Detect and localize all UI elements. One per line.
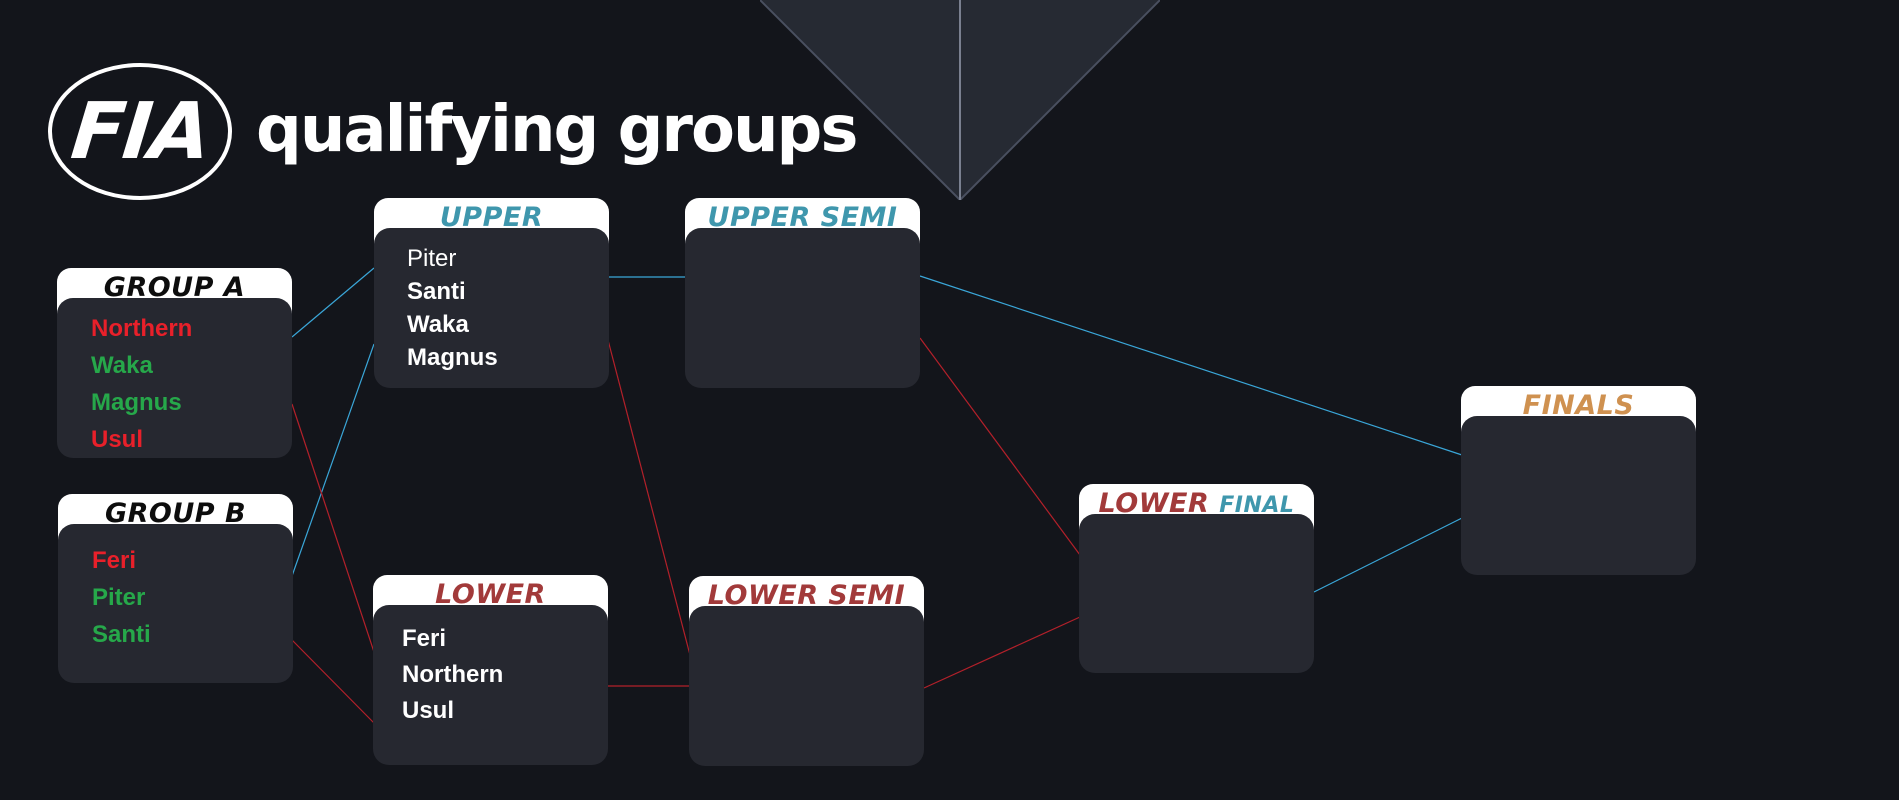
group-a-entry: Northern [91,315,193,342]
page-title: qualifying groups [256,93,858,167]
upper-semi-card: UPPER SEMI [685,198,920,388]
lower-body: Feri Northern Usul [373,605,608,765]
link-lower-final-to-finals [1313,517,1463,593]
upper-title: UPPER [439,202,544,233]
lower-semi-card: LOWER SEMI [689,576,924,766]
upper-semi-body [685,228,920,388]
group-b-title: GROUP B [104,498,247,529]
link-group-b-to-lower [291,639,375,724]
group-b-body: Feri Piter Santi [58,524,293,683]
finals-body [1461,416,1696,575]
group-b-entry: Feri [92,547,137,574]
upper-card: UPPER Piter Santi Waka Magnus [374,198,609,388]
link-group-b-to-upper [291,343,375,577]
upper-entry: Santi [407,278,466,305]
group-a-body: Northern Waka Magnus Usul [57,298,292,458]
group-a-entry: Magnus [91,389,182,416]
lower-entry: Usul [402,697,455,724]
lower-final-title: LOWER FINAL [1099,484,1295,523]
upper-entry: Piter [407,245,457,272]
link-group-a-to-lower [291,403,375,653]
upper-body: Piter Santi Waka Magnus [374,228,609,388]
group-b-entry: Piter [92,584,146,611]
group-a-title: GROUP A [103,272,246,303]
finals-card: FINALS [1461,386,1696,575]
lower-semi-title: LOWER SEMI [707,580,906,611]
link-upper-semi-to-lower-final [919,337,1081,556]
fia-logo: FIA [48,63,232,200]
group-b-card: GROUP B Feri Piter Santi [58,494,293,683]
link-group-a-to-upper [291,267,375,338]
link-upper-semi-to-finals [919,275,1463,456]
upper-entry: Waka [407,311,469,338]
link-lower-semi-to-lower-final [923,616,1081,689]
group-b-entry: Santi [92,621,151,648]
lower-entry: Feri [402,625,447,652]
lower-entry: Northern [402,661,504,688]
group-a-entry: Waka [91,352,153,379]
lower-final-title-part2: FINAL [1219,493,1295,518]
lower-card: LOWER Feri Northern Usul [373,575,608,765]
group-a-entry: Usul [91,426,144,453]
lower-final-body [1079,514,1314,673]
logo-text: FIA [66,86,214,177]
lower-final-title-part1: LOWER [1098,488,1210,519]
background-chevron [760,0,1160,200]
upper-entry: Magnus [407,344,498,371]
lower-semi-body [689,606,924,766]
link-upper-to-lower-semi [607,339,691,656]
upper-semi-title: UPPER SEMI [707,202,898,233]
lower-final-card: LOWER FINAL [1079,484,1314,673]
finals-title: FINALS [1522,390,1635,421]
group-a-card: GROUP A Northern Waka Magnus Usul [57,268,292,458]
lower-title: LOWER [435,579,546,610]
